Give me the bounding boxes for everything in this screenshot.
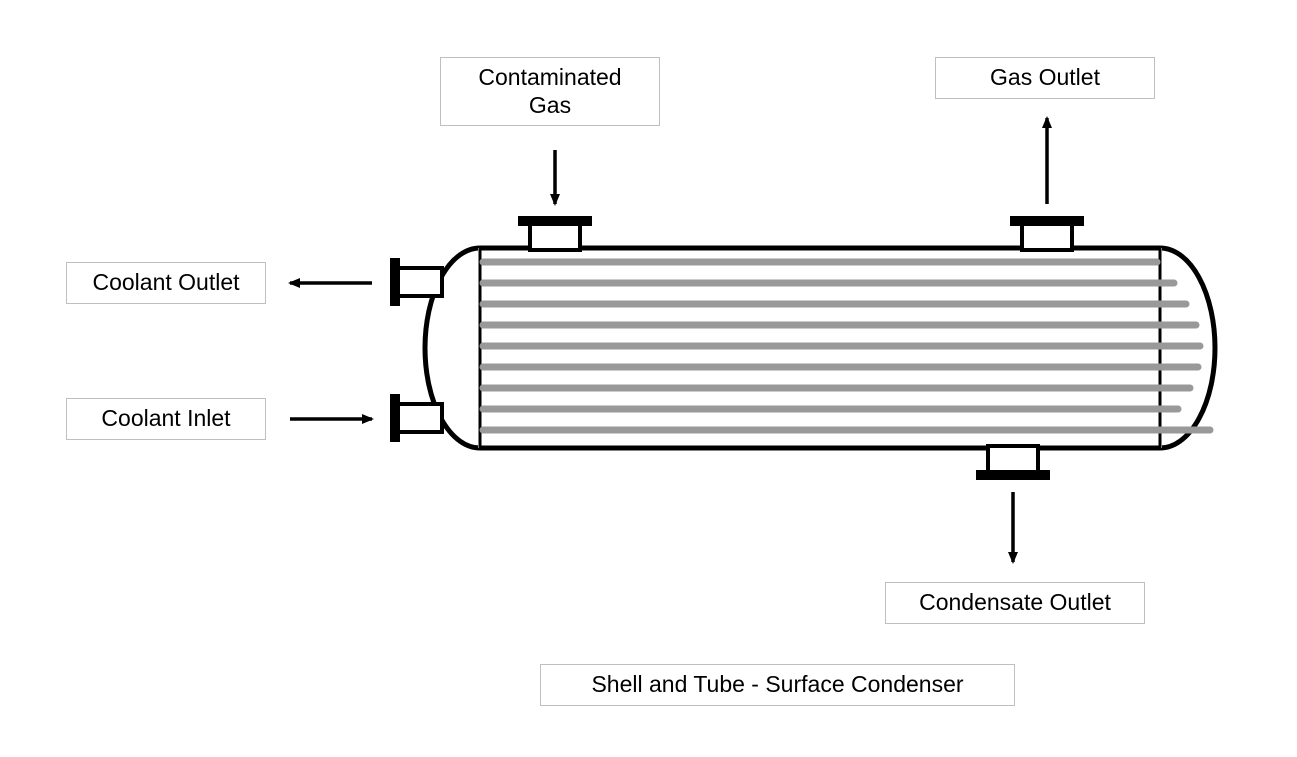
- gas-outlet-nozzle: [1010, 216, 1084, 250]
- contaminated-gas-nozzle: [518, 216, 592, 250]
- condensate-outlet-label: Condensate Outlet: [885, 582, 1145, 624]
- gas-outlet-label: Gas Outlet: [935, 57, 1155, 99]
- gas-outlet-text: Gas Outlet: [990, 64, 1100, 90]
- diagram-title-text: Shell and Tube - Surface Condenser: [591, 671, 963, 697]
- coolant-outlet-text: Coolant Outlet: [92, 269, 239, 295]
- contaminated-gas-text: Contaminated Gas: [478, 64, 621, 118]
- coolant-outlet-label: Coolant Outlet: [66, 262, 266, 304]
- contaminated-gas-label: Contaminated Gas: [440, 57, 660, 126]
- coolant-inlet-label: Coolant Inlet: [66, 398, 266, 440]
- diagram-title: Shell and Tube - Surface Condenser: [540, 664, 1015, 706]
- condensate-outlet-text: Condensate Outlet: [919, 589, 1111, 615]
- coolant-inlet-text: Coolant Inlet: [101, 405, 230, 431]
- condensate-outlet-nozzle: [976, 446, 1050, 480]
